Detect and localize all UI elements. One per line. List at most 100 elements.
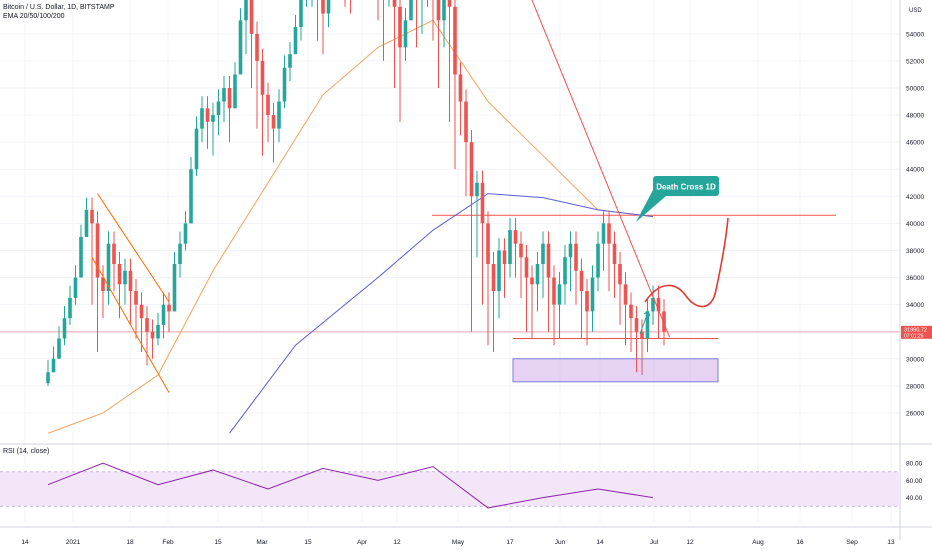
- x-tick-label: 2021: [66, 539, 81, 546]
- x-tick-label: 15: [304, 539, 312, 546]
- candle-body: [46, 372, 50, 384]
- price-badge: [901, 325, 932, 339]
- candle-body: [486, 223, 490, 264]
- price-badge-value: 31990.72: [904, 327, 927, 333]
- candle-body: [90, 209, 94, 224]
- candle-body: [299, 0, 303, 28]
- rsi-tick-label: 60.00: [906, 478, 923, 485]
- candle-body: [95, 223, 100, 278]
- rsi-tick-label: 40.00: [906, 495, 923, 502]
- candle-body: [128, 270, 133, 292]
- candle-body: [255, 33, 259, 61]
- y-tick-label: 48000: [906, 113, 924, 120]
- candle-body: [84, 209, 89, 237]
- candle-body: [640, 331, 644, 339]
- x-tick-label: 15: [214, 539, 222, 546]
- candle-body: [497, 250, 501, 292]
- currency-label: USD: [909, 8, 922, 14]
- y-tick-label: 28000: [906, 383, 924, 390]
- candle-body: [601, 223, 606, 244]
- y-tick-label: 40000: [906, 221, 924, 228]
- x-tick-label: 16: [796, 539, 804, 546]
- x-tick-label: Sep: [846, 539, 858, 546]
- y-tick-label: 44000: [906, 167, 924, 174]
- candle-body: [178, 243, 182, 264]
- candle-body: [106, 243, 111, 292]
- candle-body: [618, 264, 622, 285]
- candle-body: [458, 74, 463, 102]
- candle-body: [57, 338, 61, 359]
- candle-body: [442, 0, 446, 21]
- y-tick-label: 30000: [906, 356, 924, 363]
- candle-body: [282, 67, 287, 102]
- y-tick-label: 52000: [906, 58, 924, 65]
- candle-body: [244, 0, 248, 21]
- symbol-title: Bitcoin / U.S. Dollar, 1D, BITSTAMP: [3, 4, 115, 11]
- x-tick-label: 14: [596, 539, 604, 546]
- candle-body: [112, 243, 116, 264]
- candle-body: [447, 0, 452, 7]
- death-cross-label: Death Cross 1D: [656, 183, 716, 192]
- x-tick-label: 12: [686, 539, 694, 546]
- candle-body: [568, 243, 573, 258]
- candle-body: [546, 243, 551, 278]
- candle-body: [513, 230, 518, 244]
- candle-body: [629, 304, 633, 319]
- x-tick-label: Jun: [555, 539, 566, 546]
- candle-body: [321, 0, 325, 14]
- candle-body: [101, 277, 105, 292]
- x-tick-label: 17: [506, 539, 514, 546]
- rsi-band: [0, 471, 900, 507]
- y-tick-label: 34000: [906, 302, 924, 309]
- candle-body: [552, 277, 556, 305]
- candle-body: [194, 128, 199, 170]
- candle-body: [183, 223, 188, 244]
- projection-arrow: [639, 311, 649, 335]
- candle-body: [535, 264, 540, 285]
- candle-body: [392, 0, 397, 7]
- x-tick-label: 18: [126, 539, 134, 546]
- candle-body: [502, 250, 507, 264]
- x-tick-label: May: [452, 539, 465, 546]
- candle-body: [662, 311, 666, 332]
- candle-body: [79, 236, 83, 278]
- candle-body: [607, 223, 611, 244]
- candle-body: [68, 297, 72, 319]
- candle-body: [249, 0, 254, 34]
- candle-body: [216, 101, 221, 116]
- candle-body: [491, 264, 496, 292]
- candle-body: [557, 284, 562, 305]
- candle-body: [403, 20, 408, 48]
- candle-body: [150, 331, 155, 339]
- projection-path: [644, 217, 729, 308]
- support-zone: [512, 358, 719, 383]
- projection-arrowhead: [643, 310, 651, 317]
- candle-body: [293, 27, 298, 55]
- candle-body: [73, 277, 78, 298]
- candle-body: [227, 88, 232, 109]
- ema-slow-line: [229, 193, 654, 434]
- x-tick-label: Feb: [162, 539, 174, 546]
- y-tick-label: 38000: [906, 248, 924, 255]
- y-tick-label: 46000: [906, 140, 924, 147]
- candle-body: [156, 324, 160, 339]
- x-tick-label: 14: [21, 539, 29, 546]
- descending-trendline: [531, 0, 670, 338]
- candle-body: [233, 74, 237, 109]
- candle-body: [51, 358, 56, 373]
- candle-body: [398, 6, 402, 48]
- candle-body: [172, 264, 177, 312]
- channel-upper-line: [97, 193, 170, 303]
- candle-body: [238, 20, 243, 75]
- x-tick-label: Aug: [752, 539, 764, 546]
- candle-body: [211, 115, 215, 122]
- y-tick-label: 36000: [906, 275, 924, 282]
- candle-body: [541, 243, 545, 264]
- candle-body: [623, 284, 628, 305]
- candle-body: [596, 243, 600, 278]
- candle-body: [469, 142, 474, 197]
- candle-body: [480, 182, 485, 224]
- y-tick-label: 42000: [906, 194, 924, 201]
